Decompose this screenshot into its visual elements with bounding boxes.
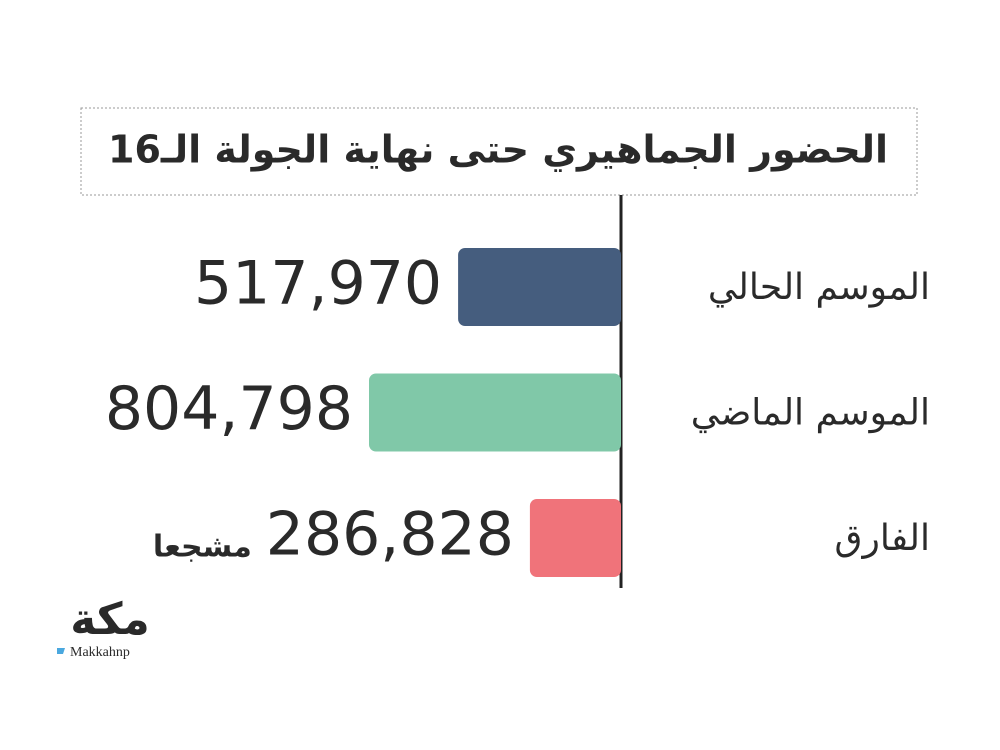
logo: مكة: [70, 594, 150, 645]
bird-icon: [57, 648, 65, 654]
handle: Makkahnp: [70, 645, 130, 660]
category-label: الموسم الماضي: [691, 393, 930, 434]
bar: [369, 373, 621, 452]
category-label: الموسم الحالي: [708, 267, 930, 308]
value-label: 286,828: [266, 500, 514, 570]
annotation: مشجعا: [153, 530, 252, 565]
category-label: الفارق: [835, 518, 930, 559]
bar: [458, 248, 621, 326]
value-label: 804,798: [105, 374, 353, 444]
bar: [529, 499, 621, 577]
title-box: [80, 107, 918, 196]
chart-title: الحضور الجماهيري حتى نهاية الجولة الـ16: [108, 128, 888, 172]
value-label: 517,970: [194, 249, 442, 319]
